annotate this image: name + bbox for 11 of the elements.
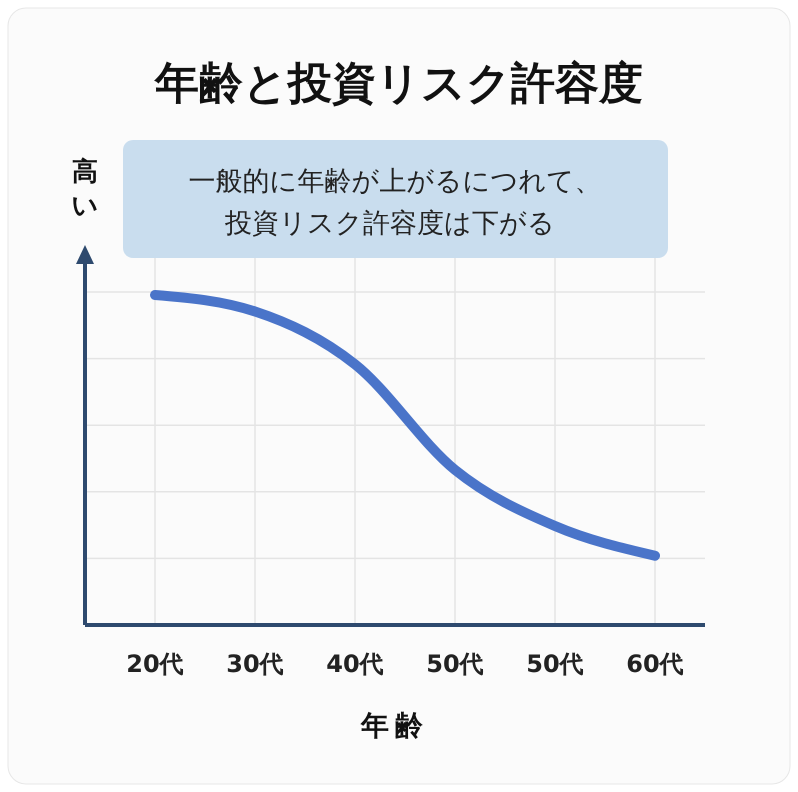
x-tick-label: 20代 bbox=[126, 650, 184, 678]
x-tick-label: 30代 bbox=[226, 650, 284, 678]
x-axis-title: 年齢 bbox=[360, 709, 429, 742]
chart-title: 年齢と投資リスク許容度 bbox=[154, 58, 643, 109]
x-tick-label: 60代 bbox=[626, 650, 684, 678]
text: 投資リスク許容度は下がる bbox=[224, 208, 555, 239]
x-tick-label: 50代 bbox=[426, 650, 484, 678]
text: 一般的に年齢が上がるにつれて、 bbox=[188, 166, 602, 197]
y-axis-title: 高い bbox=[72, 157, 98, 221]
x-tick-label: 40代 bbox=[326, 650, 384, 678]
x-tick-label: 50代 bbox=[526, 650, 584, 678]
